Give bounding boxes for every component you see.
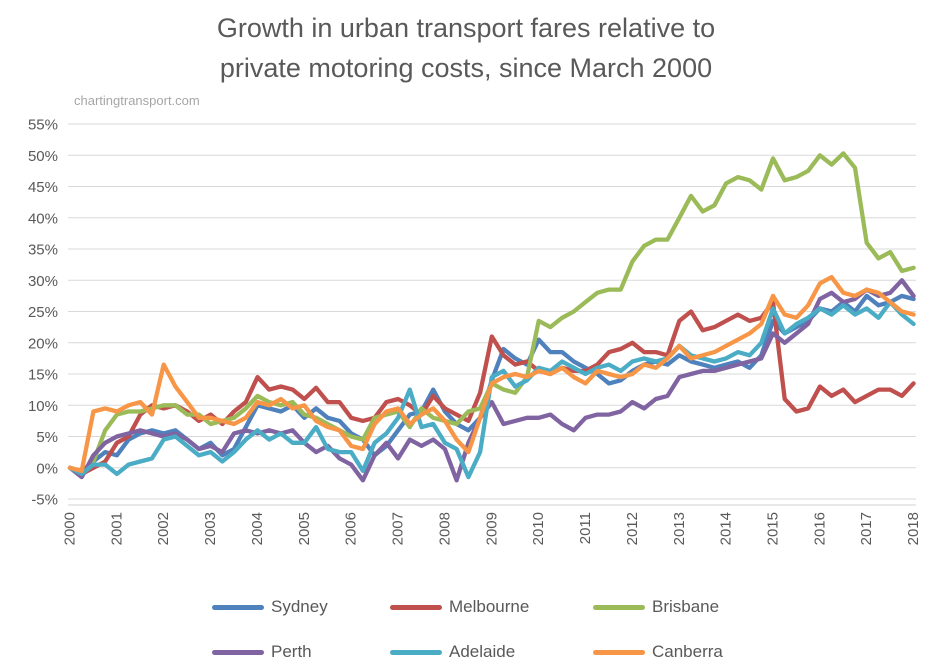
- x-tick-label-2015: 2015: [765, 512, 782, 545]
- legend-swatch-perth: [212, 649, 264, 655]
- y-tick-label: 15%: [28, 367, 58, 384]
- legend-swatch-melbourne: [390, 604, 442, 610]
- y-tick-label: 35%: [28, 242, 58, 259]
- legend-swatch-canberra: [593, 649, 645, 655]
- y-tick-label: 30%: [28, 273, 58, 290]
- legend-item-sydney: Sydney: [212, 597, 328, 617]
- legend-item-adelaide: Adelaide: [390, 642, 515, 662]
- watermark-text: chartingtransport.com: [74, 93, 200, 108]
- x-tick-label-2013: 2013: [671, 512, 688, 545]
- legend-item-canberra: Canberra: [593, 642, 723, 662]
- x-tick-label-2018: 2018: [905, 512, 922, 545]
- y-tick-label: 10%: [28, 398, 58, 415]
- legend-label-sydney: Sydney: [271, 597, 328, 616]
- legend-swatch-sydney: [212, 604, 264, 610]
- legend-item-brisbane: Brisbane: [593, 597, 719, 617]
- legend-label-perth: Perth: [271, 642, 312, 661]
- legend-swatch-adelaide: [390, 649, 442, 655]
- x-tick-label-2017: 2017: [858, 512, 875, 545]
- x-tick-label-2010: 2010: [530, 512, 547, 545]
- legend-item-melbourne: Melbourne: [390, 597, 529, 617]
- line-chart-plot-area: 55%50%45%40%35%30%25%20%15%10%5%0%-5%200…: [28, 117, 922, 546]
- y-tick-label: 0%: [36, 460, 58, 477]
- chart-title-line1: Growth in urban transport fares relative…: [216, 13, 716, 43]
- y-tick-label: 40%: [28, 210, 58, 227]
- legend-item-perth: Perth: [212, 642, 312, 662]
- x-tick-label-2007: 2007: [390, 512, 407, 545]
- y-tick-label: 5%: [36, 429, 58, 446]
- chart-title-line2: private motoring costs, since March 2000: [219, 53, 713, 83]
- y-tick-label: -5%: [31, 492, 58, 509]
- y-tick-label: 20%: [28, 335, 58, 352]
- x-tick-label-2005: 2005: [296, 512, 313, 545]
- x-tick-label-2002: 2002: [155, 512, 172, 545]
- legend-swatch-brisbane: [593, 604, 645, 610]
- x-tick-label-2011: 2011: [577, 512, 594, 544]
- series-line-melbourne: [67, 299, 916, 477]
- x-tick-label-2000: 2000: [62, 512, 79, 545]
- series-line-brisbane: [67, 151, 916, 474]
- x-tick-label-2006: 2006: [343, 512, 360, 545]
- x-tick-label-2003: 2003: [202, 512, 219, 545]
- legend-label-melbourne: Melbourne: [449, 597, 530, 616]
- legend-label-brisbane: Brisbane: [652, 597, 720, 616]
- legend-label-canberra: Canberra: [652, 642, 723, 661]
- x-tick-label-2016: 2016: [811, 512, 828, 545]
- series-line-adelaide: [67, 299, 916, 480]
- legend-label-adelaide: Adelaide: [449, 642, 516, 661]
- chart-title: Growth in urban transport fares relative…: [0, 8, 932, 88]
- x-tick-label-2004: 2004: [249, 512, 266, 545]
- x-tick-label-2012: 2012: [624, 512, 641, 545]
- x-tick-label-2008: 2008: [436, 512, 453, 545]
- y-tick-label: 45%: [28, 179, 58, 196]
- x-tick-label-2001: 2001: [108, 512, 125, 545]
- series-line-canberra: [67, 274, 916, 474]
- series-line-perth: [67, 278, 916, 483]
- y-tick-label: 55%: [28, 117, 58, 134]
- y-tick-label: 50%: [28, 148, 58, 165]
- y-tick-label: 25%: [28, 304, 58, 321]
- x-tick-label-2014: 2014: [718, 512, 735, 545]
- x-tick-label-2009: 2009: [483, 512, 500, 545]
